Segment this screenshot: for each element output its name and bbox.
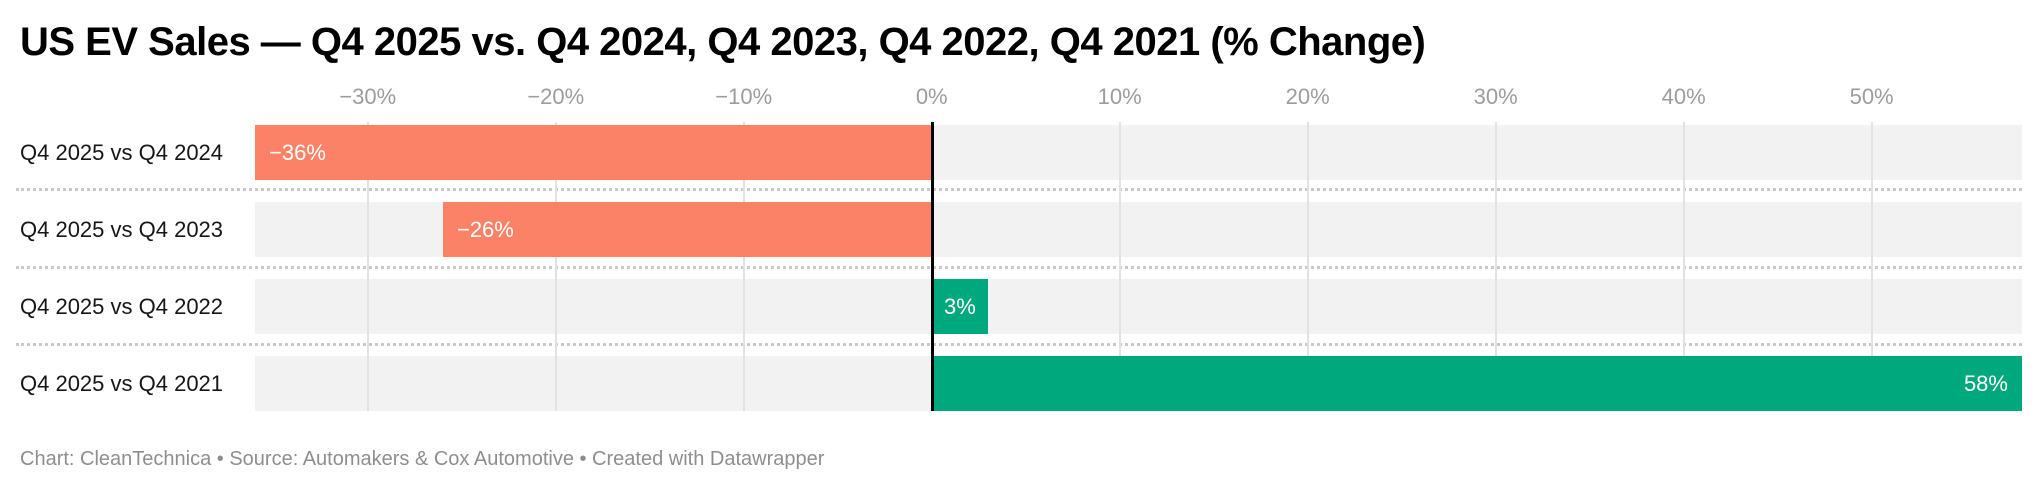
category-label: Q4 2025 vs Q4 2022	[20, 293, 224, 319]
gridline	[554, 122, 557, 411]
row-separator	[16, 343, 2022, 346]
axis-tick-label: 0%	[915, 84, 948, 109]
row-track	[255, 279, 2022, 334]
gridline	[366, 122, 369, 411]
bar-value-label: −26%	[456, 216, 514, 242]
gridline	[1494, 122, 1497, 411]
plot-area: −36% −26% 3% 58%	[255, 122, 2022, 411]
bar: 3%	[931, 279, 989, 334]
category-label: Q4 2025 vs Q4 2021	[20, 370, 224, 396]
gridline	[1870, 122, 1873, 411]
axis-tick-label: 40%	[1661, 84, 1706, 109]
axis-tick-label: 50%	[1849, 84, 1894, 109]
axis-tick-label: 30%	[1473, 84, 1518, 109]
axis-tick-label: 10%	[1097, 84, 1142, 109]
bar: −36%	[255, 125, 932, 180]
axis-tick-label: 20%	[1285, 84, 1330, 109]
bar-value-label: −36%	[269, 139, 326, 165]
gridline	[1118, 122, 1121, 411]
chart-footer: Chart: CleanTechnica • Source: Automaker…	[20, 448, 825, 470]
category-label: Q4 2025 vs Q4 2023	[20, 216, 224, 242]
zero-baseline	[930, 122, 934, 411]
row-separator	[16, 188, 2022, 191]
gridline	[742, 122, 745, 411]
bar-value-label: 3%	[944, 293, 976, 319]
chart-title: US EV Sales — Q4 2025 vs. Q4 2024, Q4 20…	[20, 20, 1426, 64]
row-separator	[16, 266, 2022, 269]
bar: −26%	[442, 202, 932, 257]
gridline	[1682, 122, 1685, 411]
category-label: Q4 2025 vs Q4 2024	[20, 139, 224, 165]
bar: 58%	[931, 356, 2022, 411]
axis-tick-label: −20%	[527, 84, 585, 109]
axis-tick-label: −30%	[339, 84, 397, 109]
gridline	[1306, 122, 1309, 411]
bar-value-label: 58%	[1963, 370, 2008, 396]
axis-tick-label: −10%	[715, 84, 773, 109]
